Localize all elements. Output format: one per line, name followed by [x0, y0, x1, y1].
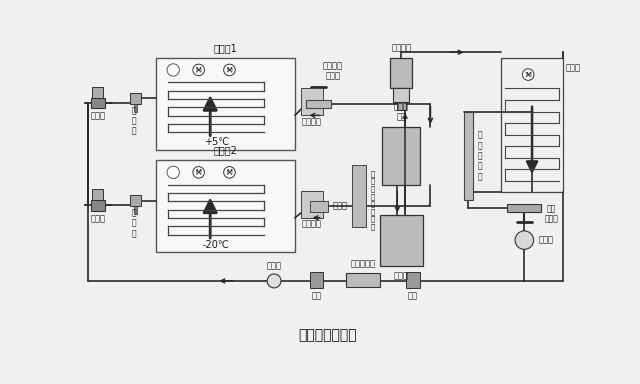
Bar [156, 58, 295, 150]
Text: 压缩机: 压缩机 [394, 272, 409, 281]
Text: 电磁阀: 电磁阀 [91, 214, 106, 223]
Bar [380, 215, 422, 265]
Text: M: M [525, 71, 531, 78]
Text: 蒸发器2: 蒸发器2 [214, 146, 237, 156]
Bar [463, 111, 473, 200]
Bar [91, 200, 105, 211]
Bar [310, 273, 323, 288]
Bar [134, 104, 137, 111]
Text: 电磁阀: 电磁阀 [91, 112, 106, 121]
Bar [130, 93, 141, 104]
Bar [310, 201, 328, 212]
Text: 球阀: 球阀 [312, 292, 321, 301]
Text: M: M [196, 169, 202, 175]
Bar [501, 58, 563, 192]
Circle shape [167, 166, 179, 179]
Circle shape [167, 64, 179, 76]
Bar [394, 88, 409, 102]
Text: 膨
胀
阀: 膨 胀 阀 [132, 208, 136, 238]
Bar [91, 98, 105, 108]
Bar [134, 206, 137, 214]
Text: 油分离器: 油分离器 [391, 43, 411, 52]
Circle shape [267, 274, 281, 288]
Circle shape [193, 64, 204, 76]
Bar [390, 58, 412, 88]
Text: 冷凝器: 冷凝器 [566, 64, 581, 73]
Circle shape [223, 64, 236, 76]
Circle shape [223, 167, 236, 178]
Bar [508, 204, 541, 212]
Text: 高低压
开关: 高低压 开关 [394, 102, 409, 122]
Bar [156, 160, 295, 252]
Bar [406, 273, 420, 288]
Text: 力
曲
轴
调
节
箱
器
压: 力 曲 轴 调 节 箱 器 压 [371, 170, 376, 230]
Text: 球阀: 球阀 [408, 292, 418, 301]
Text: M: M [227, 67, 232, 73]
Text: 单向阀: 单向阀 [333, 202, 348, 211]
Bar [346, 273, 380, 287]
Bar [382, 127, 420, 185]
Circle shape [193, 167, 204, 178]
Text: -20℃: -20℃ [203, 240, 230, 250]
Text: 蒸发器1: 蒸发器1 [214, 43, 237, 53]
Text: M: M [227, 169, 232, 175]
Text: 干燥过滤器: 干燥过滤器 [350, 260, 375, 269]
Text: 高压
调节阀: 高压 调节阀 [545, 204, 558, 223]
Text: 差
压
调
节
阀: 差 压 调 节 阀 [477, 131, 482, 181]
Text: 视液镜: 视液镜 [267, 261, 282, 270]
Text: 膨
胀
阀: 膨 胀 阀 [132, 106, 136, 136]
Bar [301, 88, 323, 115]
Bar [301, 191, 323, 218]
Text: M: M [196, 67, 202, 73]
Text: 贮液器: 贮液器 [538, 236, 553, 245]
Bar [397, 102, 406, 110]
Text: 温度开关: 温度开关 [302, 219, 322, 228]
Bar [307, 100, 331, 108]
Text: 蒸发压力
调节器: 蒸发压力 调节器 [323, 61, 342, 81]
Circle shape [515, 231, 534, 249]
Bar [130, 195, 141, 206]
Text: +5℃: +5℃ [204, 137, 229, 147]
Text: 制冷系统原理图: 制冷系统原理图 [299, 328, 357, 342]
Bar [352, 166, 365, 227]
Circle shape [522, 69, 534, 80]
Bar [92, 87, 103, 98]
Text: 温度开关: 温度开关 [302, 117, 322, 126]
Bar [92, 189, 103, 200]
